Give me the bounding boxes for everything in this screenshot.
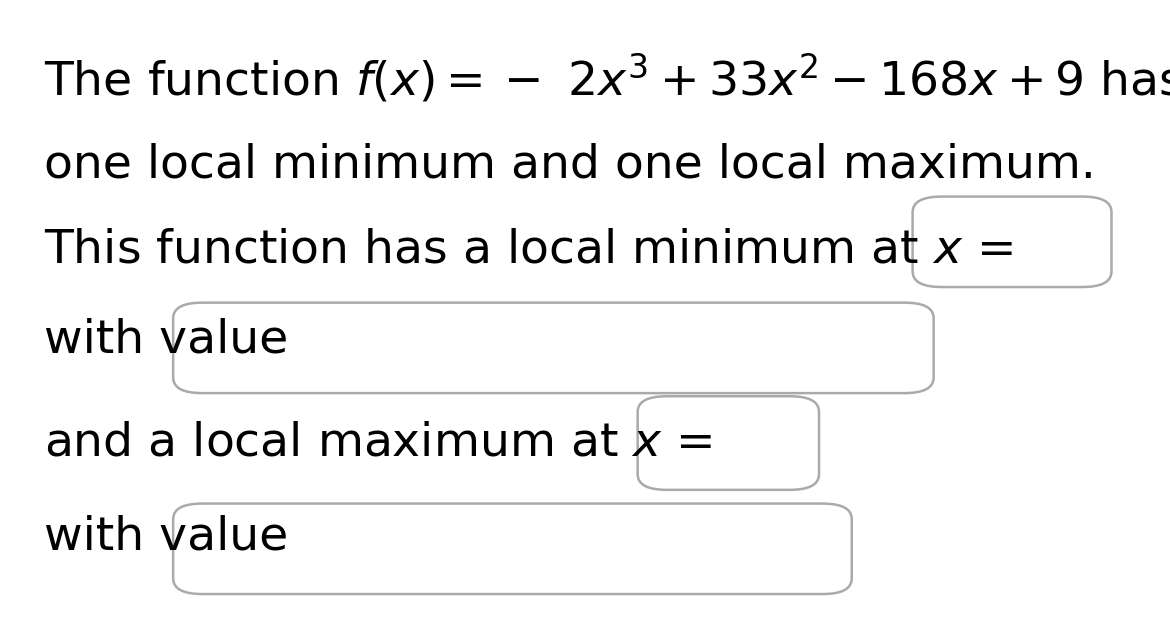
Text: with value: with value	[44, 514, 289, 559]
FancyBboxPatch shape	[913, 197, 1112, 287]
Text: and a local maximum at $x$ =: and a local maximum at $x$ =	[44, 421, 713, 466]
Text: one local minimum and one local maximum.: one local minimum and one local maximum.	[44, 143, 1096, 188]
Text: The function $f(x) = -\ 2x^3 + 33x^2 - 168x + 9$ has: The function $f(x) = -\ 2x^3 + 33x^2 - 1…	[44, 52, 1170, 104]
FancyBboxPatch shape	[638, 396, 819, 490]
FancyBboxPatch shape	[173, 504, 852, 594]
FancyBboxPatch shape	[173, 303, 934, 393]
Text: This function has a local minimum at $x$ =: This function has a local minimum at $x$…	[44, 227, 1013, 272]
Text: with value: with value	[44, 318, 289, 363]
